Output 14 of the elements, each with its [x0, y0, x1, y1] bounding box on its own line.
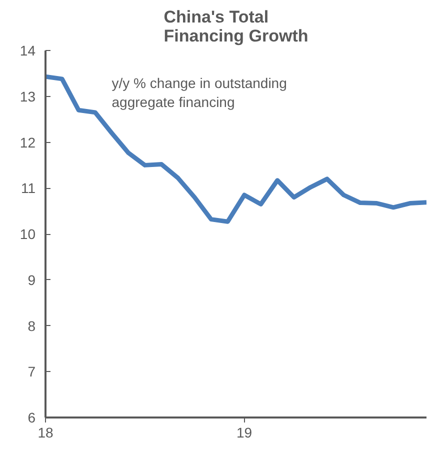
chart-title: China's Total Financing Growth: [164, 8, 308, 46]
x-tick-label: 19: [236, 424, 252, 440]
y-tick-label: 14: [20, 42, 36, 58]
y-tick-label: 10: [20, 226, 36, 242]
line-series: [46, 74, 426, 224]
annotation: y/y % change in outstanding aggregate financing: [112, 74, 287, 110]
y-tick-label: 6: [28, 410, 36, 426]
y-tick-label: 8: [28, 318, 36, 334]
y-tick-label: 9: [28, 272, 36, 288]
y-tick-label: 7: [28, 364, 36, 380]
x-tick-label: 18: [38, 424, 54, 440]
y-tick-label: 12: [20, 134, 36, 150]
y-tick-label: 13: [20, 88, 36, 104]
y-tick-label: 11: [20, 180, 36, 196]
